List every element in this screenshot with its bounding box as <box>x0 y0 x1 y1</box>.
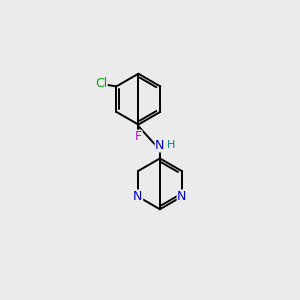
Text: N: N <box>177 190 187 203</box>
Text: Cl: Cl <box>95 77 107 90</box>
Text: H: H <box>167 140 175 150</box>
Text: N: N <box>155 139 165 152</box>
Text: N: N <box>133 190 142 203</box>
Text: F: F <box>135 130 142 143</box>
